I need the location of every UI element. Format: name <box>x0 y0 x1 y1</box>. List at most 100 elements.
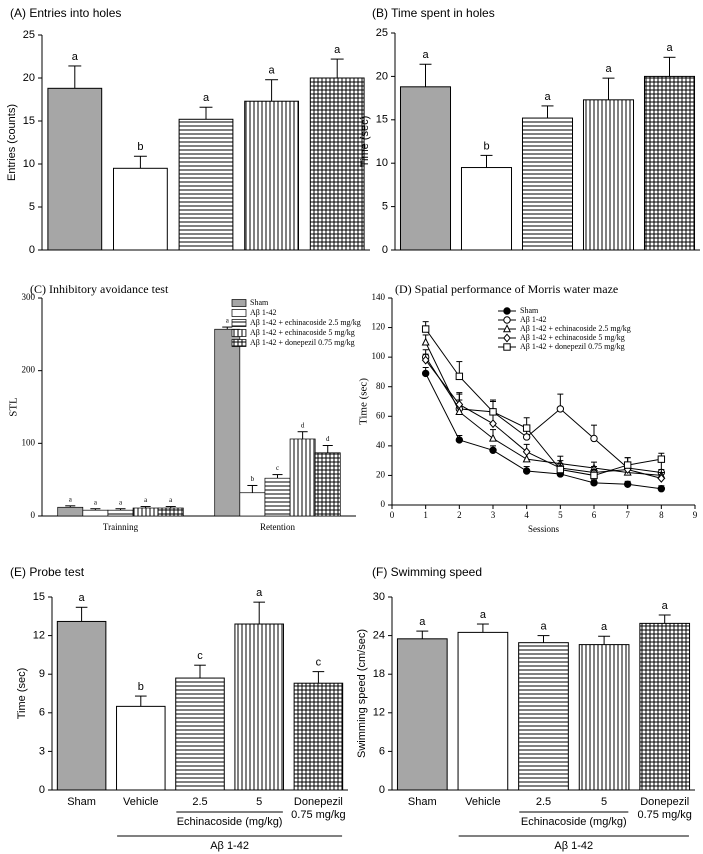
legend-swatch <box>231 309 247 317</box>
y-axis-label: Time (sec) <box>358 378 370 425</box>
legend-swatch <box>231 299 247 307</box>
marker <box>455 407 464 416</box>
bar <box>582 99 635 251</box>
marker <box>488 433 498 442</box>
marker <box>657 473 666 483</box>
marker <box>657 485 666 493</box>
marker <box>503 307 511 315</box>
panel: (A) Entries into holes Entries (counts) 0 5… <box>6 6 370 256</box>
legend-label: Aβ 1-42 + donepezil 0.75 mg/kg <box>250 338 355 347</box>
y-tick-label: 15 <box>23 115 35 127</box>
marker <box>421 355 430 365</box>
bar <box>214 328 241 517</box>
bar <box>518 642 569 791</box>
marker <box>421 369 430 378</box>
group-label: Aβ 1-42 <box>210 840 249 852</box>
legend-label: Sham <box>520 306 539 315</box>
marker <box>455 436 464 444</box>
significance-letter: a <box>605 63 612 75</box>
marker <box>503 316 511 324</box>
significance-letter: a <box>256 587 263 599</box>
significance-letter: a <box>203 92 210 104</box>
marker <box>421 325 430 333</box>
significance-letter: a <box>169 496 173 504</box>
y-tick-label: 18 <box>373 668 385 680</box>
significance-letter: a <box>544 91 551 103</box>
y-tick-label: 20 <box>376 70 388 82</box>
significance-letter: a <box>480 609 487 621</box>
group-label: Aβ 1-42 <box>554 840 593 852</box>
y-tick-label: 20 <box>23 72 35 84</box>
significance-letter: a <box>79 592 86 604</box>
y-axis-label: Entries (counts) <box>6 104 18 181</box>
bar <box>314 452 341 517</box>
x-tick-label: 6 <box>592 510 597 520</box>
legend-label: Aβ 1-42 + echinacoside 5 mg/kg <box>250 328 355 337</box>
y-tick-label: 15 <box>376 114 388 126</box>
significance-letter: a <box>601 621 608 633</box>
x-tick-label: 8 <box>659 510 664 520</box>
y-tick-label: 15 <box>33 591 45 603</box>
panel-title: (D) Spatial performance of Morris water … <box>395 282 618 296</box>
bar <box>293 682 344 791</box>
panel: (B) Time spent in holes Time (sec) 0 5 10 15 2… <box>359 6 700 256</box>
marker <box>522 454 531 463</box>
marker <box>522 467 531 475</box>
y-tick-label: 80 <box>376 381 386 391</box>
y-tick-label: 200 <box>22 365 36 375</box>
bar <box>82 509 109 517</box>
legend-swatch <box>231 339 247 347</box>
marker <box>489 419 497 429</box>
x-tick-label: 2 <box>457 510 462 520</box>
x-tick-label: 0 <box>390 510 395 520</box>
bar <box>309 77 365 251</box>
x-tick-label: Donepezil 0.75 mg/kg <box>637 796 692 821</box>
panel-title: (C) Inhibitory avoidance test <box>30 282 169 296</box>
series-line <box>425 328 662 476</box>
significance-letter: a <box>69 495 73 503</box>
x-tick-label: 5 <box>601 796 608 808</box>
x-tick-label: 3 <box>491 510 496 520</box>
y-tick-label: 24 <box>373 630 385 642</box>
y-tick-label: 3 <box>39 745 45 757</box>
bar <box>47 87 103 251</box>
y-tick-label: 100 <box>22 437 36 447</box>
y-axis-label: Time (sec) <box>359 116 371 168</box>
bar <box>578 644 630 791</box>
significance-letter: a <box>662 600 669 612</box>
significance-letter: b <box>137 141 143 153</box>
significance-letter: a <box>666 42 673 54</box>
y-tick-label: 9 <box>39 668 45 680</box>
significance-letter: c <box>276 464 279 472</box>
significance-letter: a <box>119 498 123 506</box>
marker <box>421 337 430 346</box>
significance-letter: a <box>269 65 276 77</box>
marker <box>489 446 497 454</box>
bar <box>264 477 291 517</box>
legend-label: Aβ 1-42 + echinacoside 2.5 mg/kg <box>250 318 361 327</box>
x-tick-label: 5 <box>558 510 563 520</box>
x-tick-label: 4 <box>524 510 529 520</box>
significance-letter: a <box>422 49 429 61</box>
y-tick-label: 60 <box>376 410 386 420</box>
significance-letter: a <box>419 616 426 628</box>
x-tick-label: 2.5 <box>192 796 208 808</box>
y-axis-label: STL <box>8 397 20 417</box>
panel: (C) Inhibitory avoidance test STL 0 100 200 3… <box>8 282 361 532</box>
marker <box>522 447 531 457</box>
bar <box>399 86 452 251</box>
y-tick-label: 30 <box>373 591 385 603</box>
marker <box>623 461 632 469</box>
marker <box>590 471 598 480</box>
significance-letter: b <box>251 475 255 483</box>
bar <box>57 506 84 517</box>
y-tick-label: 0 <box>29 244 35 256</box>
x-tick-label: 2.5 <box>535 796 552 808</box>
series-line <box>425 356 662 473</box>
marker <box>590 434 598 443</box>
x-axis-label: Sessions <box>528 524 560 534</box>
marker <box>623 480 632 488</box>
legend-label: Aβ 1-42 <box>250 308 277 317</box>
